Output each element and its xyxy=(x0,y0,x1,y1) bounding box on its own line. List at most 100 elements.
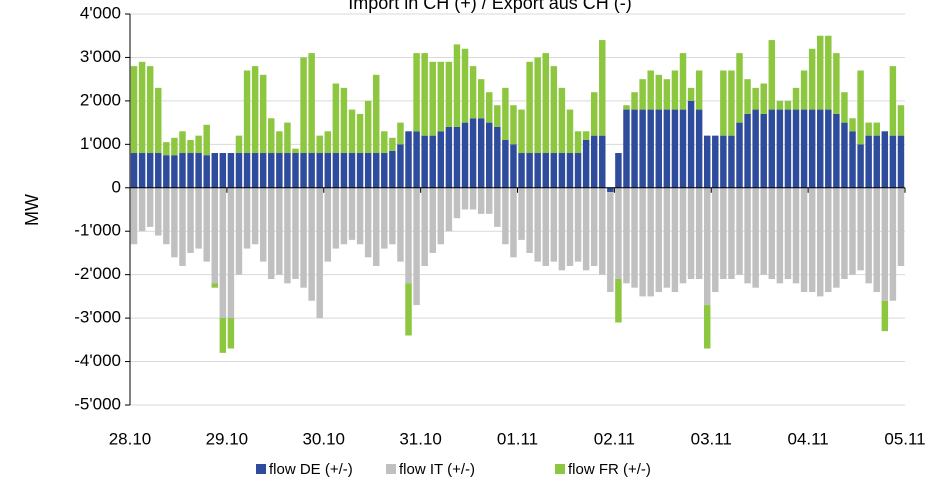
bar-segment xyxy=(671,109,679,188)
bar-segment xyxy=(768,40,776,110)
bar-segment xyxy=(825,35,832,110)
bar-segment xyxy=(542,153,549,188)
bar-segment xyxy=(340,87,348,154)
bar-segment xyxy=(558,187,566,271)
bar-segment xyxy=(219,187,227,319)
y-tick-label: 3'000 xyxy=(80,47,121,66)
bar-segment xyxy=(227,153,235,188)
bar-segment xyxy=(187,139,194,154)
bar-segment xyxy=(518,109,525,154)
bar-segment xyxy=(195,187,202,249)
bar-segment xyxy=(243,153,251,188)
y-tick-label: -2'000 xyxy=(74,264,121,283)
bar-segment xyxy=(381,131,388,154)
bar-segment xyxy=(566,109,574,154)
legend-label: flow DE (+/-) xyxy=(269,461,353,478)
bar-segment xyxy=(171,187,178,258)
bar-segment xyxy=(510,187,517,258)
bar-segment xyxy=(445,187,453,232)
bar-segment xyxy=(776,100,784,110)
bar-segment xyxy=(728,70,735,136)
bar-segment xyxy=(768,109,776,188)
bar-segment xyxy=(897,105,905,136)
bar-segment xyxy=(324,131,332,154)
bar-segment xyxy=(800,109,808,188)
bar-segment xyxy=(518,153,525,188)
bar-segment xyxy=(461,122,469,188)
bar-segment xyxy=(308,53,315,154)
legend-label: flow FR (+/-) xyxy=(568,461,651,478)
bar-segment xyxy=(510,144,517,188)
bar-segment xyxy=(179,187,186,266)
x-tick-label: 01.11 xyxy=(497,429,538,448)
y-tick-label: -3'000 xyxy=(74,308,121,327)
bar-segment xyxy=(203,187,210,262)
bar-segment xyxy=(679,53,687,110)
bar-segment xyxy=(502,187,509,245)
bar-segment xyxy=(849,131,856,188)
bar-segment xyxy=(865,135,872,188)
bar-segment xyxy=(687,87,695,101)
bar-segment xyxy=(655,109,663,188)
bar-segment xyxy=(615,187,622,280)
bar-segment xyxy=(534,153,541,188)
bar-segment xyxy=(776,109,784,188)
bar-segment xyxy=(526,187,533,253)
bar-segment xyxy=(356,153,364,188)
bar-segment xyxy=(461,187,469,210)
bar-segment xyxy=(146,153,154,188)
bar-segment xyxy=(663,187,671,288)
bar-segment xyxy=(251,66,259,154)
bar-segment xyxy=(833,113,840,188)
bar-segment xyxy=(179,153,186,188)
bar-segment xyxy=(897,187,905,266)
bar-segment xyxy=(736,53,743,123)
bar-segment xyxy=(623,187,630,284)
bar-segment xyxy=(203,155,210,188)
bar-segment xyxy=(356,187,364,245)
legend-swatch xyxy=(386,464,396,474)
bar-segment xyxy=(566,153,574,188)
bar-segment xyxy=(736,122,743,188)
bar-segment xyxy=(494,126,501,188)
bar-segment xyxy=(889,135,897,188)
bar-segment xyxy=(687,100,695,188)
bar-segment xyxy=(720,70,727,136)
bar-segment xyxy=(469,118,477,188)
bar-segment xyxy=(784,109,792,188)
bar-segment xyxy=(211,187,218,284)
bar-segment xyxy=(881,131,889,188)
bar-segment xyxy=(720,187,727,280)
bar-segment xyxy=(639,79,646,110)
bar-segment xyxy=(752,187,759,288)
bar-segment xyxy=(155,187,162,236)
bar-segment xyxy=(728,187,735,280)
bar-segment xyxy=(235,135,243,154)
x-tick-label: 31.10 xyxy=(399,429,442,448)
bar-segment xyxy=(138,61,146,154)
bar-segment xyxy=(348,153,356,188)
bar-segment xyxy=(760,83,767,114)
bar-segment xyxy=(744,79,751,114)
bar-segment xyxy=(639,109,646,188)
bar-segment xyxy=(486,187,493,214)
bar-segment xyxy=(276,187,283,275)
bar-segment xyxy=(179,131,186,154)
bar-segment xyxy=(284,122,291,154)
bar-segment xyxy=(599,135,606,188)
bar-segment xyxy=(251,153,259,188)
bar-segment xyxy=(647,109,654,188)
legend-swatch xyxy=(256,464,266,474)
bar-segment xyxy=(364,187,372,258)
bar-segment xyxy=(429,61,436,136)
bar-segment xyxy=(663,109,671,188)
bar-segment xyxy=(405,283,412,336)
bar-segment xyxy=(243,187,251,249)
bar-segment xyxy=(857,187,864,271)
bar-segment xyxy=(655,74,663,110)
bar-segment xyxy=(292,148,299,154)
bar-segment xyxy=(445,126,453,188)
bar-segment xyxy=(671,187,679,293)
bar-segment xyxy=(155,153,162,188)
bar-segment xyxy=(405,187,412,284)
